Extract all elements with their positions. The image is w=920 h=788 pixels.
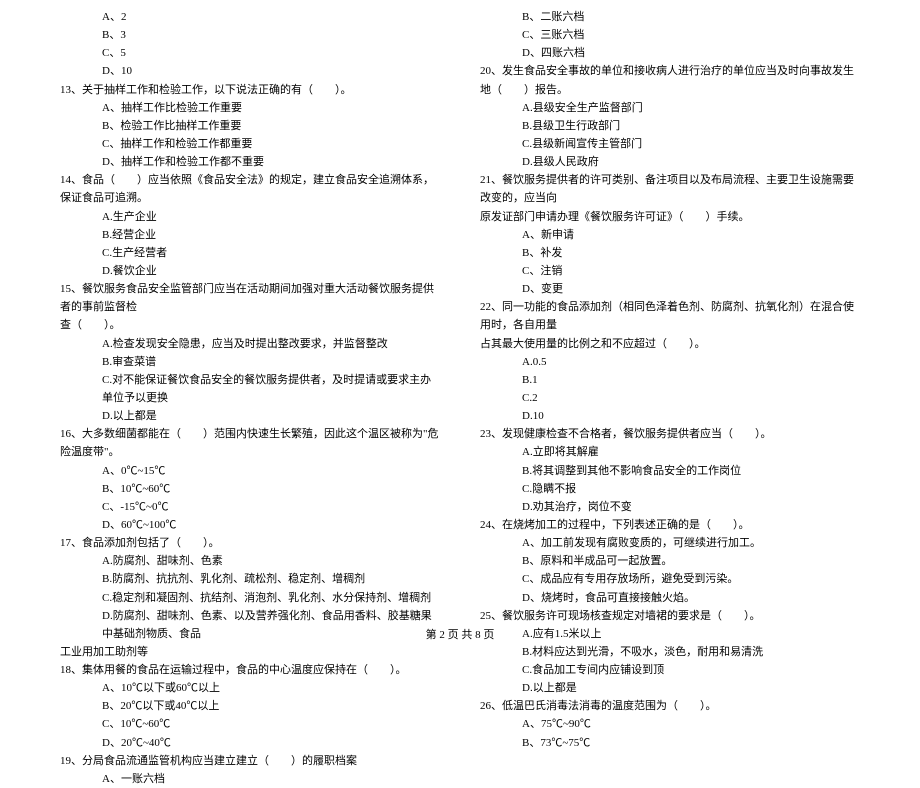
q21-opt-b: B、补发 — [480, 244, 860, 262]
q14-opt-d: D.餐饮企业 — [60, 262, 440, 280]
q26-opt-a: A、75℃~90℃ — [480, 715, 860, 733]
q21-opt-d: D、变更 — [480, 280, 860, 298]
q17-opt-a: A.防腐剂、甜味剂、色素 — [60, 552, 440, 570]
q22-opt-a: A.0.5 — [480, 353, 860, 371]
q26: 26、低温巴氏消毒法消毒的温度范围为（ ）。 — [480, 697, 860, 715]
q24-opt-c: C、成品应有专用存放场所，避免受到污染。 — [480, 570, 860, 588]
q20: 20、发生食品安全事故的单位和接收病人进行治疗的单位应当及时向事故发生地（ ）报… — [480, 62, 860, 98]
q13-opt-a: A、抽样工作比检验工作重要 — [60, 99, 440, 117]
q16-opt-d: D、60℃~100℃ — [60, 516, 440, 534]
q24-opt-d: D、烧烤时，食品可直接接触火焰。 — [480, 589, 860, 607]
q19-opt-c: C、三账六档 — [480, 26, 860, 44]
q25: 25、餐饮服务许可现场核查规定对墙裙的要求是（ ）。 — [480, 607, 860, 625]
q17-cont: 工业用加工助剂等 — [60, 643, 440, 661]
q22: 22、同一功能的食品添加剂（相同色泽着色剂、防腐剂、抗氧化剂）在混合使用时，各自… — [480, 298, 860, 334]
q19-opt-b: B、二账六档 — [480, 8, 860, 26]
q16-opt-b: B、10℃~60℃ — [60, 480, 440, 498]
q12-opt-d: D、10 — [60, 62, 440, 80]
q23-opt-d: D.劝其治疗，岗位不变 — [480, 498, 860, 516]
q15-opt-b: B.审查菜谱 — [60, 353, 440, 371]
q22-opt-d: D.10 — [480, 407, 860, 425]
q25-opt-b: B.材料应达到光滑，不吸水，淡色，耐用和易清洗 — [480, 643, 860, 661]
page-content: A、2 B、3 C、5 D、10 13、关于抽样工作和检验工作，以下说法正确的有… — [0, 0, 920, 788]
q18: 18、集体用餐的食品在运输过程中，食品的中心温度应保持在（ ）。 — [60, 661, 440, 679]
q14-opt-c: C.生产经营者 — [60, 244, 440, 262]
q12-opt-a: A、2 — [60, 8, 440, 26]
q15: 15、餐饮服务食品安全监管部门应当在活动期间加强对重大活动餐饮服务提供者的事前监… — [60, 280, 440, 316]
q25-opt-d: D.以上都是 — [480, 679, 860, 697]
q13: 13、关于抽样工作和检验工作，以下说法正确的有（ ）。 — [60, 81, 440, 99]
q14-opt-b: B.经营企业 — [60, 226, 440, 244]
q19: 19、分局食品流通监管机构应当建立建立（ ）的履职档案 — [60, 752, 440, 770]
q18-opt-a: A、10℃以下或60℃以上 — [60, 679, 440, 697]
q21-cont: 原发证部门申请办理《餐饮服务许可证》（ ）手续。 — [480, 208, 860, 226]
q13-opt-d: D、抽样工作和检验工作都不重要 — [60, 153, 440, 171]
q19-opt-a: A、一账六档 — [60, 770, 440, 788]
q23-opt-c: C.隐瞒不报 — [480, 480, 860, 498]
q12-opt-c: C、5 — [60, 44, 440, 62]
q22-cont: 占其最大使用量的比例之和不应超过（ ）。 — [480, 335, 860, 353]
q23-opt-b: B.将其调整到其他不影响食品安全的工作岗位 — [480, 462, 860, 480]
q24-opt-a: A、加工前发现有腐败变质的，可继续进行加工。 — [480, 534, 860, 552]
q23-opt-a: A.立即将其解雇 — [480, 443, 860, 461]
q20-opt-c: C.县级新闻宣传主管部门 — [480, 135, 860, 153]
q17-opt-c: C.稳定剂和凝固剂、抗结剂、消泡剂、乳化剂、水分保持剂、增稠剂 — [60, 589, 440, 607]
q18-opt-b: B、20℃以下或40℃以上 — [60, 697, 440, 715]
q21-opt-c: C、注销 — [480, 262, 860, 280]
q21: 21、餐饮服务提供者的许可类别、备注项目以及布局流程、主要卫生设施需要改变的，应… — [480, 171, 860, 207]
q22-opt-c: C.2 — [480, 389, 860, 407]
q24: 24、在烧烤加工的过程中，下列表述正确的是（ ）。 — [480, 516, 860, 534]
q13-opt-b: B、检验工作比抽样工作重要 — [60, 117, 440, 135]
q26-opt-b: B、73℃~75℃ — [480, 734, 860, 752]
q15-opt-a: A.检查发现安全隐患，应当及时提出整改要求，并监督整改 — [60, 335, 440, 353]
left-column: A、2 B、3 C、5 D、10 13、关于抽样工作和检验工作，以下说法正确的有… — [60, 8, 440, 788]
q16-opt-c: C、-15℃~0℃ — [60, 498, 440, 516]
q24-opt-b: B、原料和半成品可一起放置。 — [480, 552, 860, 570]
q21-opt-a: A、新申请 — [480, 226, 860, 244]
q12-opt-b: B、3 — [60, 26, 440, 44]
q17-opt-b: B.防腐剂、抗抗剂、乳化剂、疏松剂、稳定剂、增稠剂 — [60, 570, 440, 588]
q13-opt-c: C、抽样工作和检验工作都重要 — [60, 135, 440, 153]
q15-cont: 查（ ）。 — [60, 316, 440, 334]
q16-opt-a: A、0℃~15℃ — [60, 462, 440, 480]
q14: 14、食品（ ）应当依照《食品安全法》的规定，建立食品安全追溯体系，保证食品可追… — [60, 171, 440, 207]
q14-opt-a: A.生产企业 — [60, 208, 440, 226]
q25-opt-c: C.食品加工专间内应铺设到顶 — [480, 661, 860, 679]
q19-opt-d: D、四账六档 — [480, 44, 860, 62]
q17: 17、食品添加剂包括了（ ）。 — [60, 534, 440, 552]
q15-opt-d: D.以上都是 — [60, 407, 440, 425]
q15-opt-c: C.对不能保证餐饮食品安全的餐饮服务提供者，及时提请或要求主办单位予以更换 — [60, 371, 440, 407]
q20-opt-d: D.县级人民政府 — [480, 153, 860, 171]
q22-opt-b: B.1 — [480, 371, 860, 389]
q20-opt-a: A.县级安全生产监督部门 — [480, 99, 860, 117]
right-column: B、二账六档 C、三账六档 D、四账六档 20、发生食品安全事故的单位和接收病人… — [480, 8, 860, 788]
q18-opt-d: D、20℃~40℃ — [60, 734, 440, 752]
q23: 23、发现健康检查不合格者，餐饮服务提供者应当（ ）。 — [480, 425, 860, 443]
page-footer: 第 2 页 共 8 页 — [0, 626, 920, 642]
q18-opt-c: C、10℃~60℃ — [60, 715, 440, 733]
q20-opt-b: B.县级卫生行政部门 — [480, 117, 860, 135]
q16: 16、大多数细菌都能在（ ）范围内快速生长繁殖，因此这个温区被称为"危险温度带"… — [60, 425, 440, 461]
